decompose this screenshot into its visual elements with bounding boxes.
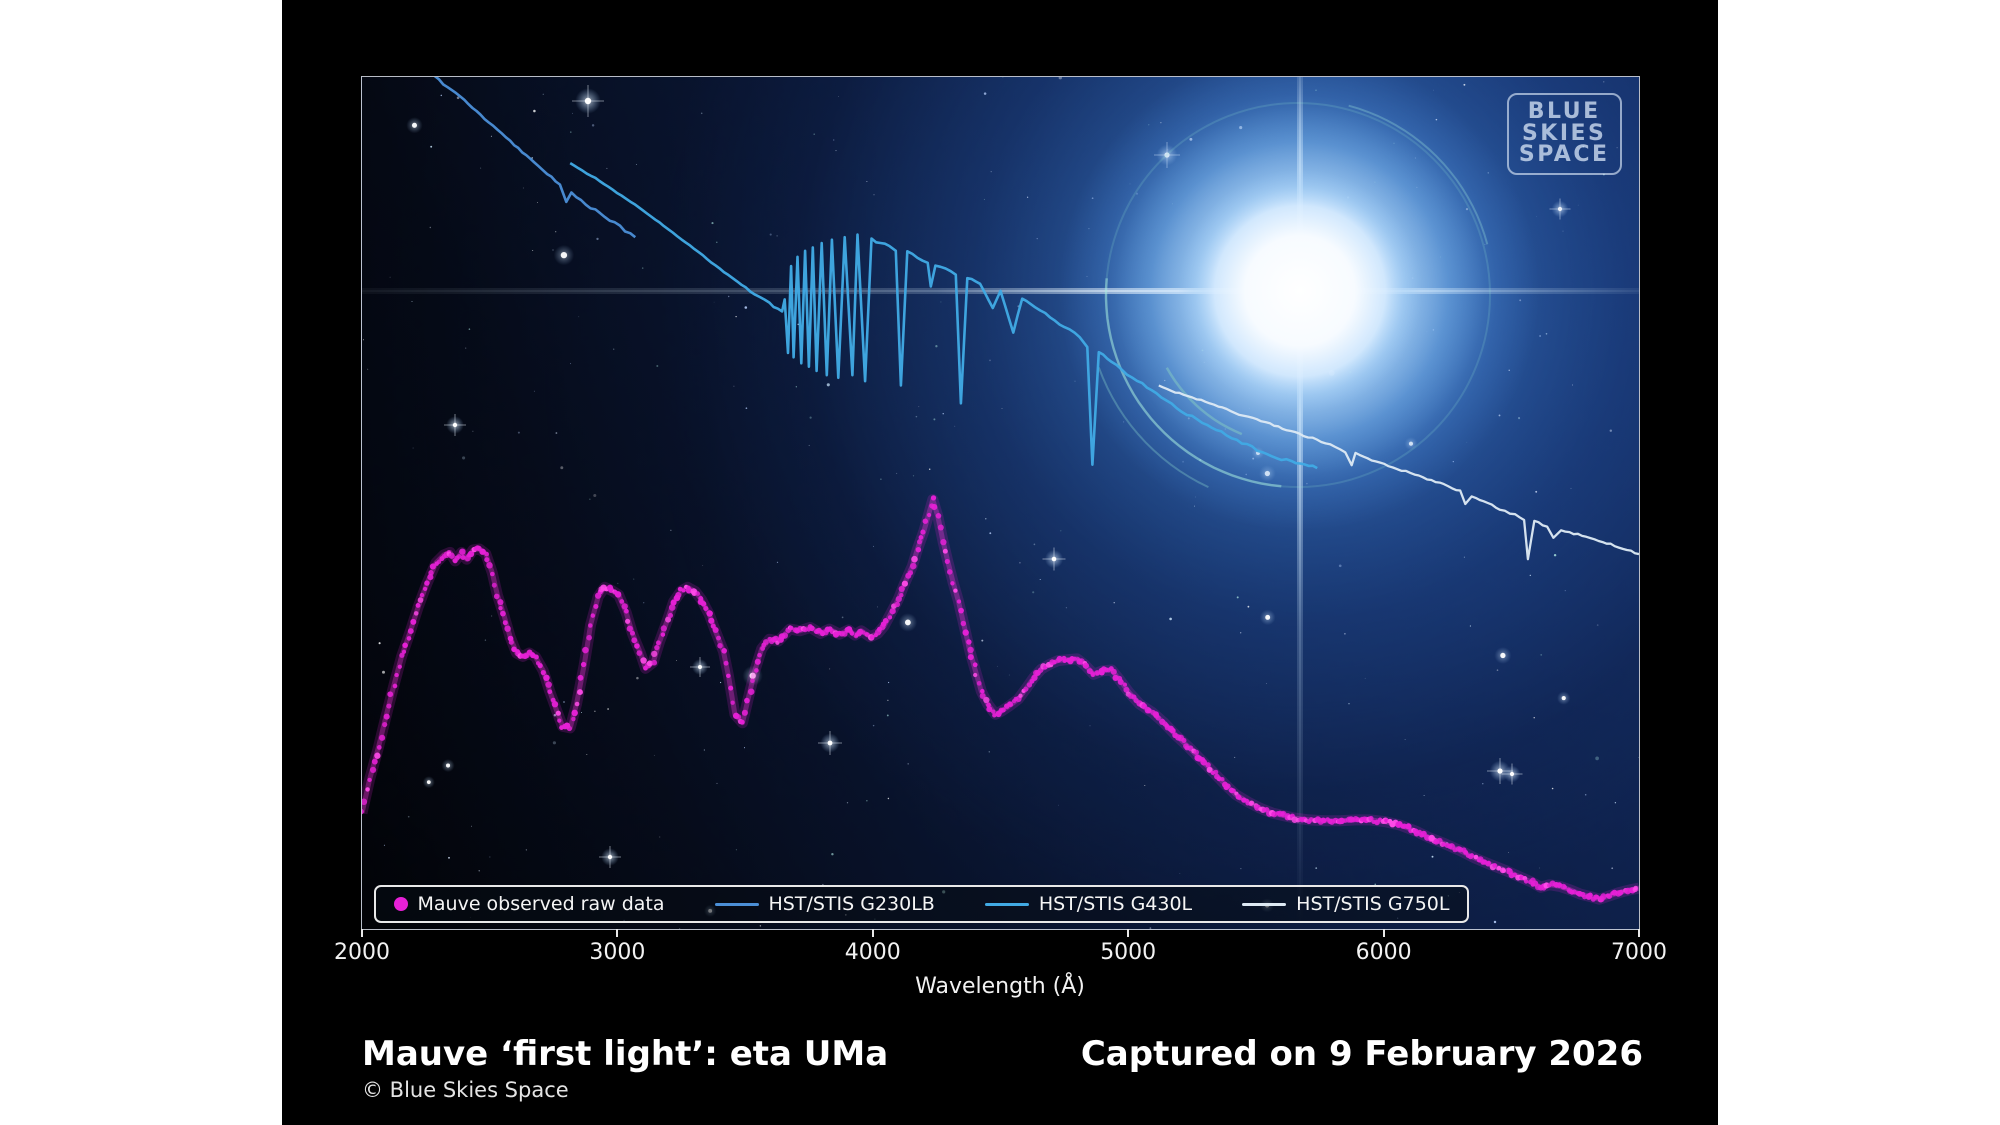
legend-dot-marker [393,897,408,911]
series-mauve-observed-raw-data [361,495,1638,903]
legend-item: HST/STIS G750L [1242,893,1449,915]
x-axis-tick-label: 7000 [1611,940,1667,965]
figure-canvas: Mauve observed raw data HST/STIS G230LB HS… [282,0,1718,1125]
capture-date-caption: Captured on 9 February 2026 [1080,1034,1643,1074]
x-axis-tick-label: 6000 [1355,940,1412,965]
blue-skies-space-logo: BLUE SKIES SPACE [1506,93,1622,175]
legend-label: HST/STIS G230LB [768,893,935,915]
copyright-credit: © Blue Skies Space [362,1078,569,1102]
plot-area: Mauve observed raw data HST/STIS G230LB HS… [360,76,1640,930]
legend-label: HST/STIS G430L [1038,893,1193,915]
x-axis-tick-label: 4000 [844,940,901,965]
x-axis-tick-label: 2000 [334,940,390,965]
legend-item: HST/STIS G230LB [714,893,935,915]
legend-item: Mauve observed raw data [393,893,665,915]
x-axis-tick [616,929,619,937]
x-axis-tick [871,929,874,937]
legend-label: Mauve observed raw data [417,893,665,915]
legend-line-marker [984,902,1029,906]
logo-line: SKIES [1521,120,1607,146]
spectra-chart [361,77,1639,929]
logo-line: SPACE [1518,142,1610,168]
logo-line: BLUE [1527,99,1601,124]
series-hst-stis-g430l [569,161,1318,470]
legend-line-marker [1242,902,1287,906]
series-hst-stis-g230lb [433,77,636,239]
legend-line-marker [714,902,759,906]
legend-label: HST/STIS G750L [1296,893,1450,915]
legend: Mauve observed raw data HST/STIS G230LB HS… [373,885,1470,923]
x-axis-tick [1638,929,1640,937]
page-title: Mauve ‘first light’: eta UMa [362,1034,889,1074]
x-axis-tick [1127,929,1130,937]
series-hst-stis-g750l [1157,384,1639,561]
x-axis-tick-label: 5000 [1100,940,1157,965]
x-axis-tick-label: 3000 [589,940,646,965]
x-axis-title: Wavelength (Å) [915,974,1085,999]
legend-item: HST/STIS G430L [984,893,1193,915]
x-axis-tick [361,929,363,937]
x-axis-tick [1382,929,1385,937]
